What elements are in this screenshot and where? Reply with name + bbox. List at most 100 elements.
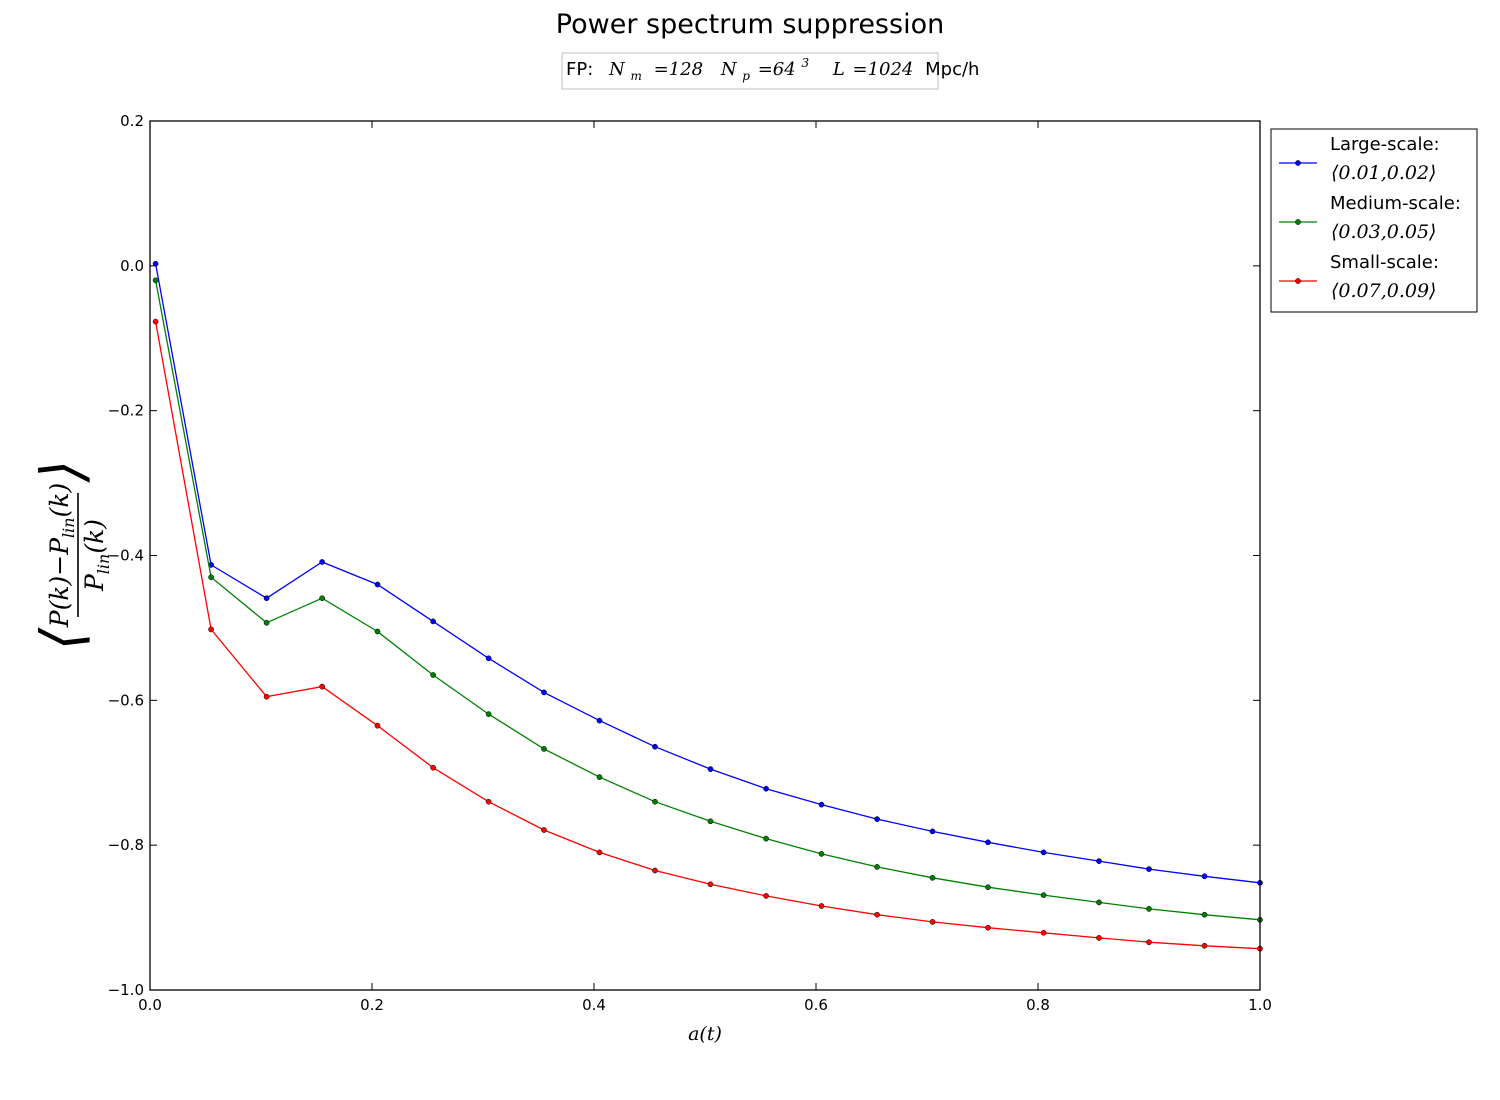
info-nm-label: N — [608, 59, 626, 80]
data-point — [374, 581, 381, 588]
data-point — [1146, 866, 1152, 872]
data-point — [319, 595, 325, 602]
data-point — [541, 827, 547, 833]
data-point — [319, 683, 325, 690]
y-num-sub: lin — [59, 517, 78, 538]
x-axis-label: a(t) — [688, 1023, 722, 1045]
y-den-sub: lin — [94, 554, 113, 575]
data-point — [763, 785, 769, 792]
legend-series-name: Large-scale: — [1330, 134, 1440, 155]
legend: Large-scale: ⟨0.01,0.02⟩ Medium-scale: ⟨0.0… — [1270, 128, 1478, 313]
y-tick-label: −0.2 — [108, 402, 144, 420]
legend-entry: Small-scale: ⟨0.07,0.09⟩ — [1279, 252, 1439, 302]
plot-area — [152, 260, 1263, 952]
y-tick-label: −0.4 — [108, 547, 144, 565]
data-point — [818, 903, 825, 909]
data-point — [208, 574, 214, 581]
legend-swatch-marker — [1295, 160, 1301, 166]
legend-series-name: Small-scale: — [1330, 252, 1439, 273]
data-point — [874, 864, 880, 870]
data-point — [985, 924, 991, 931]
info-nm-sub: m — [631, 69, 642, 83]
x-tick-label: 0.4 — [582, 996, 606, 1014]
y-tick-label: −0.8 — [108, 836, 144, 854]
data-point — [430, 618, 436, 625]
data-point — [1201, 911, 1208, 918]
data-point — [374, 628, 381, 635]
y-num-main: P(k)−P — [45, 537, 74, 628]
data-point — [263, 693, 270, 700]
axis-ticks: 0.0 0.2 0.4 0.6 0.8 1.0 −1.0 −0.8 −0.6 −0.4 −0.2 0.… — [108, 112, 1272, 1014]
data-point — [1096, 935, 1102, 941]
info-box: FP: N m =128 N p =64 3 L =1024 Mpc/h — [561, 51, 979, 90]
series-1 — [152, 277, 1263, 923]
x-tick-label: 0.6 — [804, 996, 828, 1014]
info-l-value: =1024 — [853, 59, 914, 80]
legend-entry: Medium-scale: ⟨0.03,0.05⟩ — [1279, 193, 1461, 243]
info-box-text: FP: N m =128 N p =64 3 L =1024 Mpc/h — [566, 51, 979, 85]
y-den-tail: (k) — [80, 519, 109, 554]
data-point — [1146, 906, 1152, 912]
legend-swatch-marker — [1295, 219, 1301, 225]
data-point — [541, 689, 547, 696]
legend-series-name: Medium-scale: — [1330, 193, 1461, 214]
data-point — [1096, 899, 1102, 906]
x-tick-label: 0.8 — [1026, 996, 1050, 1014]
data-point — [707, 766, 714, 772]
y-tick-label: 0.0 — [120, 257, 144, 275]
y-num-tail: (k) — [45, 483, 74, 518]
data-point — [374, 722, 381, 729]
data-point — [541, 746, 547, 752]
data-point — [430, 672, 436, 678]
data-point — [929, 919, 936, 925]
y-axis-label: ⟨ P(k)−Plin(k) Plin(k) ⟩ — [28, 460, 113, 651]
data-point — [874, 911, 880, 918]
series-line — [154, 263, 1261, 884]
y-axis-right-bracket: ⟩ — [28, 460, 96, 484]
y-axis-left-bracket: ⟨ — [28, 627, 96, 650]
y-den-main: P — [80, 573, 109, 592]
data-point — [1201, 942, 1208, 949]
legend-entry: Large-scale: ⟨0.01,0.02⟩ — [1279, 134, 1440, 184]
data-point — [485, 711, 492, 717]
data-point — [485, 798, 492, 805]
data-point — [707, 881, 714, 888]
data-point — [263, 619, 270, 626]
data-point — [1146, 939, 1152, 946]
data-point — [874, 816, 880, 822]
data-point — [929, 874, 936, 881]
data-point — [319, 559, 325, 565]
series-0 — [152, 260, 1263, 886]
data-point — [985, 839, 991, 846]
y-axis-denominator: Plin(k) — [80, 519, 113, 592]
data-point — [208, 626, 214, 633]
data-point — [985, 884, 991, 891]
info-np-value: =64 — [758, 59, 796, 80]
x-tick-label: 1.0 — [1248, 996, 1272, 1014]
data-point — [596, 717, 603, 724]
chart-title: Power spectrum suppression — [556, 9, 944, 40]
legend-entries: Large-scale: ⟨0.01,0.02⟩ Medium-scale: ⟨0.0… — [1279, 134, 1461, 302]
data-point — [763, 893, 769, 899]
y-tick-label: −0.6 — [108, 691, 144, 709]
data-point — [430, 764, 436, 771]
data-point — [1040, 849, 1047, 856]
info-box-frame — [561, 52, 939, 90]
info-np-label: N — [720, 59, 738, 80]
series-2 — [152, 318, 1263, 952]
y-tick-label: −1.0 — [108, 981, 144, 999]
data-point — [707, 818, 714, 825]
legend-series-range: ⟨0.01,0.02⟩ — [1331, 162, 1436, 184]
data-point — [652, 867, 658, 874]
data-point — [763, 835, 769, 842]
data-point — [485, 655, 492, 662]
y-tick-label: 0.2 — [120, 112, 144, 130]
data-point — [596, 774, 603, 780]
data-point — [1096, 858, 1102, 864]
info-l-unit: Mpc/h — [925, 59, 979, 80]
data-point — [152, 318, 159, 325]
legend-series-range: ⟨0.03,0.05⟩ — [1331, 221, 1436, 243]
data-point — [152, 277, 159, 284]
data-point — [652, 798, 658, 805]
data-point — [929, 828, 936, 835]
